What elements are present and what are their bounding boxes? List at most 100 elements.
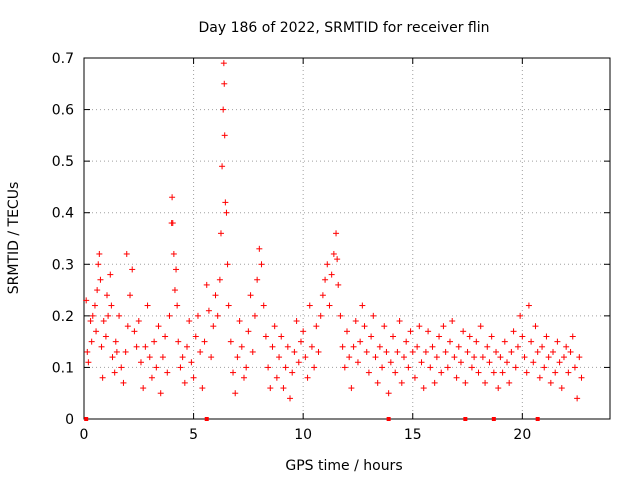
y-tick-label: 0.3 (52, 257, 74, 273)
data-point (396, 318, 403, 325)
data-point (254, 276, 261, 283)
data-point (146, 354, 153, 361)
data-point (170, 250, 177, 257)
y-axis: 0 0.1 0.2 0.3 0.4 0.5 0.6 0.7 (52, 51, 610, 428)
data-point (216, 276, 223, 283)
data-point (194, 312, 201, 319)
data-point (339, 343, 346, 350)
data-point (506, 379, 513, 386)
data-point (173, 266, 180, 273)
data-point (308, 343, 315, 350)
data-point (251, 312, 258, 319)
data-points (83, 60, 585, 421)
data-point (284, 343, 291, 350)
data-point (85, 359, 92, 366)
data-point (102, 333, 109, 340)
data-point (468, 364, 475, 371)
x-tick-label: 5 (189, 427, 198, 443)
data-point (214, 312, 221, 319)
data-point (552, 369, 559, 376)
zero-marker (204, 417, 209, 421)
zero-marker (386, 417, 391, 421)
data-point (444, 364, 451, 371)
data-point (403, 338, 410, 345)
data-point (88, 338, 95, 345)
data-point (488, 333, 495, 340)
data-point (169, 194, 176, 201)
data-point (569, 333, 576, 340)
x-tick-label: 15 (404, 427, 422, 443)
data-point (359, 302, 366, 309)
data-point (425, 328, 432, 335)
data-point (230, 369, 237, 376)
data-point (534, 348, 541, 355)
data-point (418, 359, 425, 366)
x-axis: 0 5 10 15 20 (80, 58, 531, 443)
x-tick-label: 0 (80, 427, 89, 443)
y-axis-label: SRMTID / TECUs (6, 182, 22, 295)
data-point (495, 385, 502, 392)
data-point (234, 354, 241, 361)
data-point (558, 385, 565, 392)
data-point (497, 354, 504, 361)
data-point (232, 390, 239, 397)
data-point (532, 323, 539, 330)
data-point (539, 343, 546, 350)
data-point (107, 271, 114, 278)
data-point (87, 318, 94, 325)
data-point (89, 312, 96, 319)
data-point (124, 323, 131, 330)
data-point (523, 369, 530, 376)
y-tick-label: 0.5 (52, 154, 74, 170)
data-point (91, 302, 98, 309)
data-point (220, 106, 227, 113)
data-point (217, 230, 224, 237)
data-point (372, 354, 379, 361)
y-tick-label: 0.4 (52, 206, 74, 222)
data-point (221, 132, 228, 139)
data-point (407, 328, 414, 335)
data-point (304, 374, 311, 381)
data-point (313, 323, 320, 330)
data-point (120, 379, 127, 386)
data-point (530, 359, 537, 366)
y-tick-label: 0.6 (52, 103, 74, 119)
data-point (212, 292, 219, 299)
data-point (365, 369, 372, 376)
data-point (394, 348, 401, 355)
data-point (258, 261, 265, 268)
data-point (447, 338, 454, 345)
data-point (236, 318, 243, 325)
data-point (440, 323, 447, 330)
data-point (97, 276, 104, 283)
data-point (350, 343, 357, 350)
data-point (199, 385, 206, 392)
data-point (105, 312, 112, 319)
data-point (245, 328, 252, 335)
data-point (222, 199, 229, 206)
data-point (201, 338, 208, 345)
data-point (113, 348, 120, 355)
data-point (271, 323, 278, 330)
y-tick-label: 0.2 (52, 309, 74, 325)
data-point (409, 348, 416, 355)
data-point (151, 338, 158, 345)
data-point (335, 281, 342, 288)
data-point (547, 379, 554, 386)
data-point (333, 230, 340, 237)
data-point (344, 328, 350, 335)
data-point (135, 318, 142, 325)
data-point (142, 343, 149, 350)
data-point (519, 333, 526, 340)
data-point (387, 359, 394, 366)
data-point (574, 395, 581, 402)
data-point (341, 364, 348, 371)
data-point (326, 302, 333, 309)
data-point (240, 374, 247, 381)
data-point (238, 343, 245, 350)
data-point (164, 369, 171, 376)
data-point (205, 307, 212, 314)
data-point (346, 354, 353, 361)
